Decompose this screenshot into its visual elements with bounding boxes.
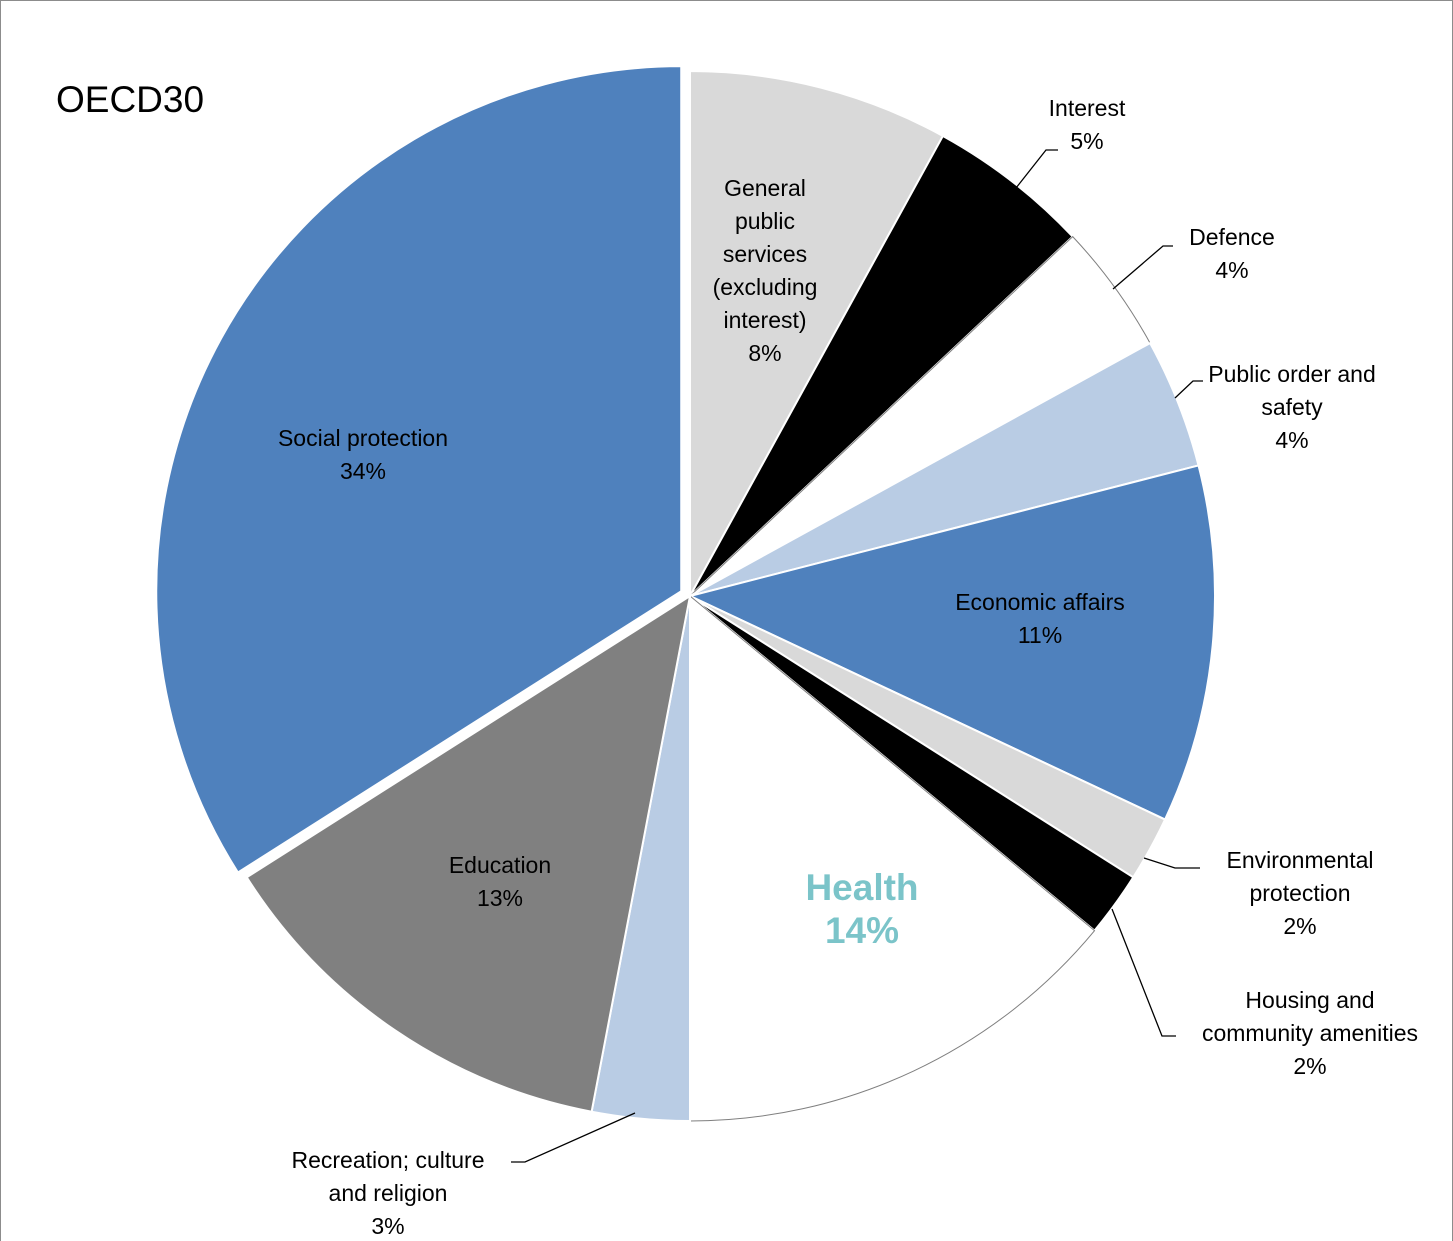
slice-label-line: and religion	[329, 1180, 448, 1206]
slice-label-education: Education 13%	[449, 852, 551, 911]
slice-label-social-protection: Social protection 34%	[278, 425, 448, 484]
slice-label-health: Health 14%	[805, 867, 918, 951]
pie-slice-health	[689, 594, 1096, 1122]
slice-label-line: General	[724, 175, 806, 201]
leader-line-environmental-protection	[1143, 857, 1200, 869]
pie-slice-social-protection	[155, 65, 683, 874]
slice-label-line: (excluding	[713, 274, 818, 300]
slice-label-line: Environmental	[1226, 847, 1373, 873]
slice-label-line: Public order and	[1208, 361, 1376, 387]
slice-label-line: public	[735, 208, 795, 234]
slice-value-recreation-culture-and-religion: 3%	[371, 1213, 404, 1239]
slice-label-line: Interest	[1049, 95, 1126, 121]
pie-slices	[155, 65, 1216, 1123]
slice-label-housing-and-community-amenities: Housing and community amenities 2%	[1202, 987, 1418, 1079]
slice-label-recreation-culture-and-religion: Recreation; culture and religion 3%	[291, 1147, 484, 1239]
slice-value-education: 13%	[477, 885, 523, 911]
slice-label-economic-affairs: Economic affairs 11%	[955, 589, 1125, 648]
slice-label-defence: Defence 4%	[1189, 224, 1275, 283]
leader-lines	[511, 149, 1203, 1163]
slice-label-line: Education	[449, 852, 551, 878]
slice-value-environmental-protection: 2%	[1283, 913, 1316, 939]
slice-value-defence: 4%	[1215, 257, 1248, 283]
slice-label-line: Defence	[1189, 224, 1275, 250]
leader-line-public-order-and-safety	[1174, 380, 1203, 399]
slice-value-general-public-services-excluding-interest: 8%	[748, 340, 781, 366]
slice-value-public-order-and-safety: 4%	[1275, 427, 1308, 453]
slice-label-line: Housing and	[1245, 987, 1374, 1013]
slice-label-line: protection	[1249, 880, 1350, 906]
slice-value-health: 14%	[825, 910, 899, 951]
slice-label-public-order-and-safety: Public order and safety 4%	[1208, 361, 1376, 453]
slice-label-line: services	[723, 241, 807, 267]
leader-line-interest	[1015, 149, 1058, 189]
slice-label-line: Social protection	[278, 425, 448, 451]
leader-line-recreation-culture-and-religion	[511, 1112, 636, 1163]
slice-value-social-protection: 34%	[340, 458, 386, 484]
slice-label-interest: Interest 5%	[1049, 95, 1126, 154]
slice-value-interest: 5%	[1070, 128, 1103, 154]
chart-title: OECD30	[56, 79, 204, 120]
slice-label-line: Recreation; culture	[291, 1147, 484, 1173]
slice-label-environmental-protection: Environmental protection 2%	[1226, 847, 1373, 939]
slice-value-housing-and-community-amenities: 2%	[1293, 1053, 1326, 1079]
pie-slice-general-public-services-excluding-interest	[689, 69, 945, 597]
slice-label-line: Health	[805, 867, 918, 908]
leader-line-defence	[1112, 245, 1173, 290]
slice-label-line: Economic affairs	[955, 589, 1125, 615]
slice-label-line: safety	[1261, 394, 1323, 420]
pie-slice-economic-affairs	[687, 464, 1216, 821]
pie-slice-education	[245, 593, 692, 1113]
slice-labels: General public services (excluding interest)…	[278, 95, 1418, 1239]
slice-label-general-public-services-excluding-interest: General public services (excluding interest)…	[713, 175, 818, 366]
slice-label-line: community amenities	[1202, 1020, 1418, 1046]
slice-value-economic-affairs: 11%	[1018, 622, 1062, 648]
slice-label-line: interest)	[723, 307, 806, 333]
pie-slice-interest	[689, 134, 1075, 597]
leader-line-housing-and-community-amenities	[1111, 908, 1176, 1037]
